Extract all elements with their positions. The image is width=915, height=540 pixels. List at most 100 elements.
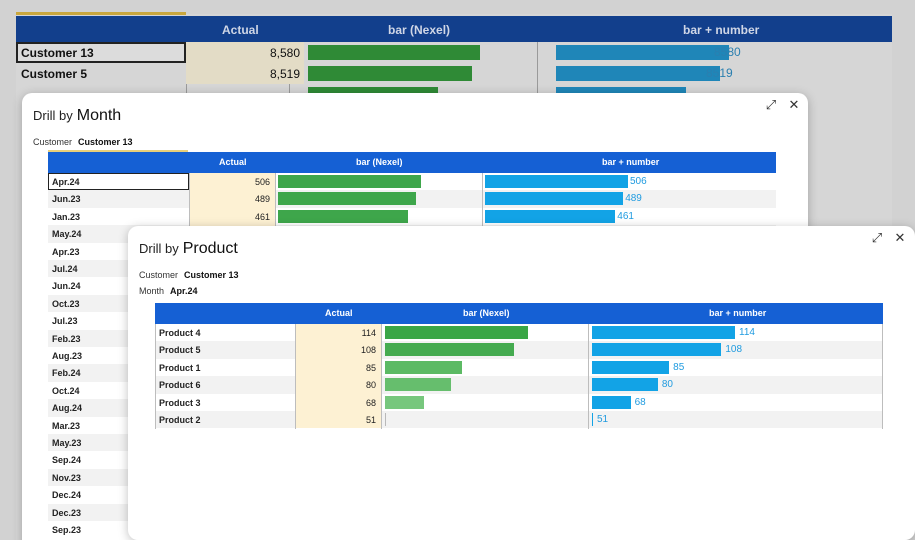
row-actual: 108 <box>295 341 381 359</box>
bar-number <box>592 343 722 357</box>
bar-nexel <box>278 209 409 223</box>
row-actual: 80 <box>295 376 381 394</box>
row-label: Jan.23 <box>52 211 81 222</box>
row-actual: 51 <box>295 411 381 429</box>
table-row[interactable]: Jun.23 489 489 <box>48 190 776 208</box>
bg-bar-number-value: 8519 <box>706 66 733 80</box>
row-label: Apr.24 <box>52 177 80 187</box>
selected-cell[interactable] <box>48 173 189 191</box>
row-label: Product 3 <box>159 397 201 408</box>
bar-number <box>592 413 593 426</box>
row-label: Dec.24 <box>52 490 82 501</box>
column-divider <box>882 324 883 429</box>
bar-nexel <box>385 326 528 339</box>
expand-icon[interactable]: ⤢ <box>871 230 883 245</box>
filter-month: Month Apr.24 <box>139 286 198 296</box>
table-row[interactable]: Product 2 51 51 <box>155 411 883 429</box>
bg-row-label: Customer 5 <box>21 67 88 81</box>
table-left-border <box>155 324 156 429</box>
row-actual: 489 <box>189 190 275 208</box>
table-row[interactable]: Product 3 68 68 <box>155 393 883 411</box>
row-actual: 506 <box>189 173 275 191</box>
row-label: Aug.24 <box>52 403 83 414</box>
drill-target: Month <box>76 107 122 124</box>
bg-header-bar-number: bar + number <box>683 23 760 37</box>
row-actual: 461 <box>189 207 275 226</box>
row-label: Sep.24 <box>52 455 82 466</box>
header-bar-nexel: bar (Nexel) <box>463 308 510 318</box>
close-icon[interactable]: ✕ <box>894 230 906 245</box>
bg-bar-number <box>556 87 686 93</box>
expand-icon[interactable]: ⤢ <box>765 97 777 112</box>
bar-number-value: 108 <box>725 344 743 356</box>
month-table-header: Actual bar (Nexel) bar + number <box>48 152 776 173</box>
column-divider <box>588 324 589 429</box>
bar-number <box>592 378 658 392</box>
close-icon[interactable]: ✕ <box>788 97 800 112</box>
bar-number-value: 506 <box>630 176 647 187</box>
dialog-title: Drill by Product <box>139 240 238 257</box>
table-row[interactable]: Jan.23 461 461 <box>48 207 776 226</box>
dialog-title: Drill by Month <box>33 107 122 124</box>
column-divider <box>381 324 382 429</box>
bar-nexel <box>278 175 421 188</box>
bg-bar-nexel <box>308 45 480 60</box>
row-label: May.23 <box>52 438 82 448</box>
bg-row-actual: 8,580 <box>186 42 304 63</box>
table-row[interactable]: Product 1 85 85 <box>155 358 883 377</box>
bar-number-value: 461 <box>617 210 634 222</box>
row-actual: 85 <box>295 358 381 377</box>
bar-number <box>592 360 670 374</box>
bg-row-actual: 8,519 <box>186 63 304 84</box>
bar-nexel <box>385 413 386 426</box>
row-actual: 68 <box>295 393 381 411</box>
bg-table-row[interactable] <box>16 84 892 93</box>
row-label: Jul.23 <box>52 316 78 327</box>
bar-number <box>592 395 631 409</box>
row-label: Product 5 <box>159 345 201 356</box>
bg-bar-nexel <box>308 87 438 93</box>
header-bar-number: bar + number <box>602 157 660 167</box>
bar-number <box>485 209 616 223</box>
bg-row-label: Customer 13 <box>21 46 94 60</box>
bar-number-value: 80 <box>661 379 673 391</box>
row-label: Product 4 <box>159 328 201 338</box>
row-label: Product 6 <box>159 380 201 391</box>
bg-table-row[interactable]: Customer 13 8,580 8580 <box>16 42 892 63</box>
bg-selected-cell[interactable] <box>16 42 186 63</box>
row-label: Product 2 <box>159 415 201 425</box>
bar-nexel <box>385 395 424 409</box>
bg-header-actual: Actual <box>222 23 259 37</box>
row-label: Feb.23 <box>52 333 81 344</box>
row-label: Jul.24 <box>52 264 78 274</box>
bar-nexel <box>385 378 451 392</box>
table-row[interactable]: Product 4 114 114 <box>155 324 883 342</box>
bar-number-value: 68 <box>634 396 646 408</box>
row-label: Oct.23 <box>52 298 80 309</box>
header-actual: Actual <box>325 308 353 318</box>
filter-customer: Customer Customer 13 <box>139 270 239 280</box>
row-label: Aug.23 <box>52 351 83 361</box>
row-label: May.24 <box>52 229 82 240</box>
bg-table-row[interactable]: Customer 5 8,519 8519 <box>16 63 892 84</box>
bar-number-value: 51 <box>597 414 609 425</box>
row-label: Product 1 <box>159 362 201 373</box>
row-label: Sep.23 <box>52 525 82 535</box>
table-row[interactable]: Product 5 108 108 <box>155 341 883 359</box>
table-row[interactable]: Apr.24 506 506 <box>48 173 776 191</box>
row-label: Mar.23 <box>52 420 81 431</box>
bar-number-value: 489 <box>625 193 642 205</box>
row-label: Dec.23 <box>52 507 82 518</box>
header-bar-nexel: bar (Nexel) <box>356 157 403 167</box>
background-accent-bar <box>16 12 186 15</box>
table-row[interactable]: Product 6 80 80 <box>155 376 883 394</box>
bar-number <box>592 326 735 339</box>
table-accent-bar <box>48 150 188 152</box>
row-label: Jun.24 <box>52 281 81 292</box>
row-label: Nov.23 <box>52 472 81 483</box>
bar-nexel <box>385 343 515 357</box>
bar-number <box>485 192 624 206</box>
row-label: Oct.24 <box>52 385 80 396</box>
bg-bar-nexel <box>308 66 472 81</box>
drill-product-dialog[interactable]: Drill by Product ⤢ ✕ Customer Customer 13 … <box>128 226 915 540</box>
